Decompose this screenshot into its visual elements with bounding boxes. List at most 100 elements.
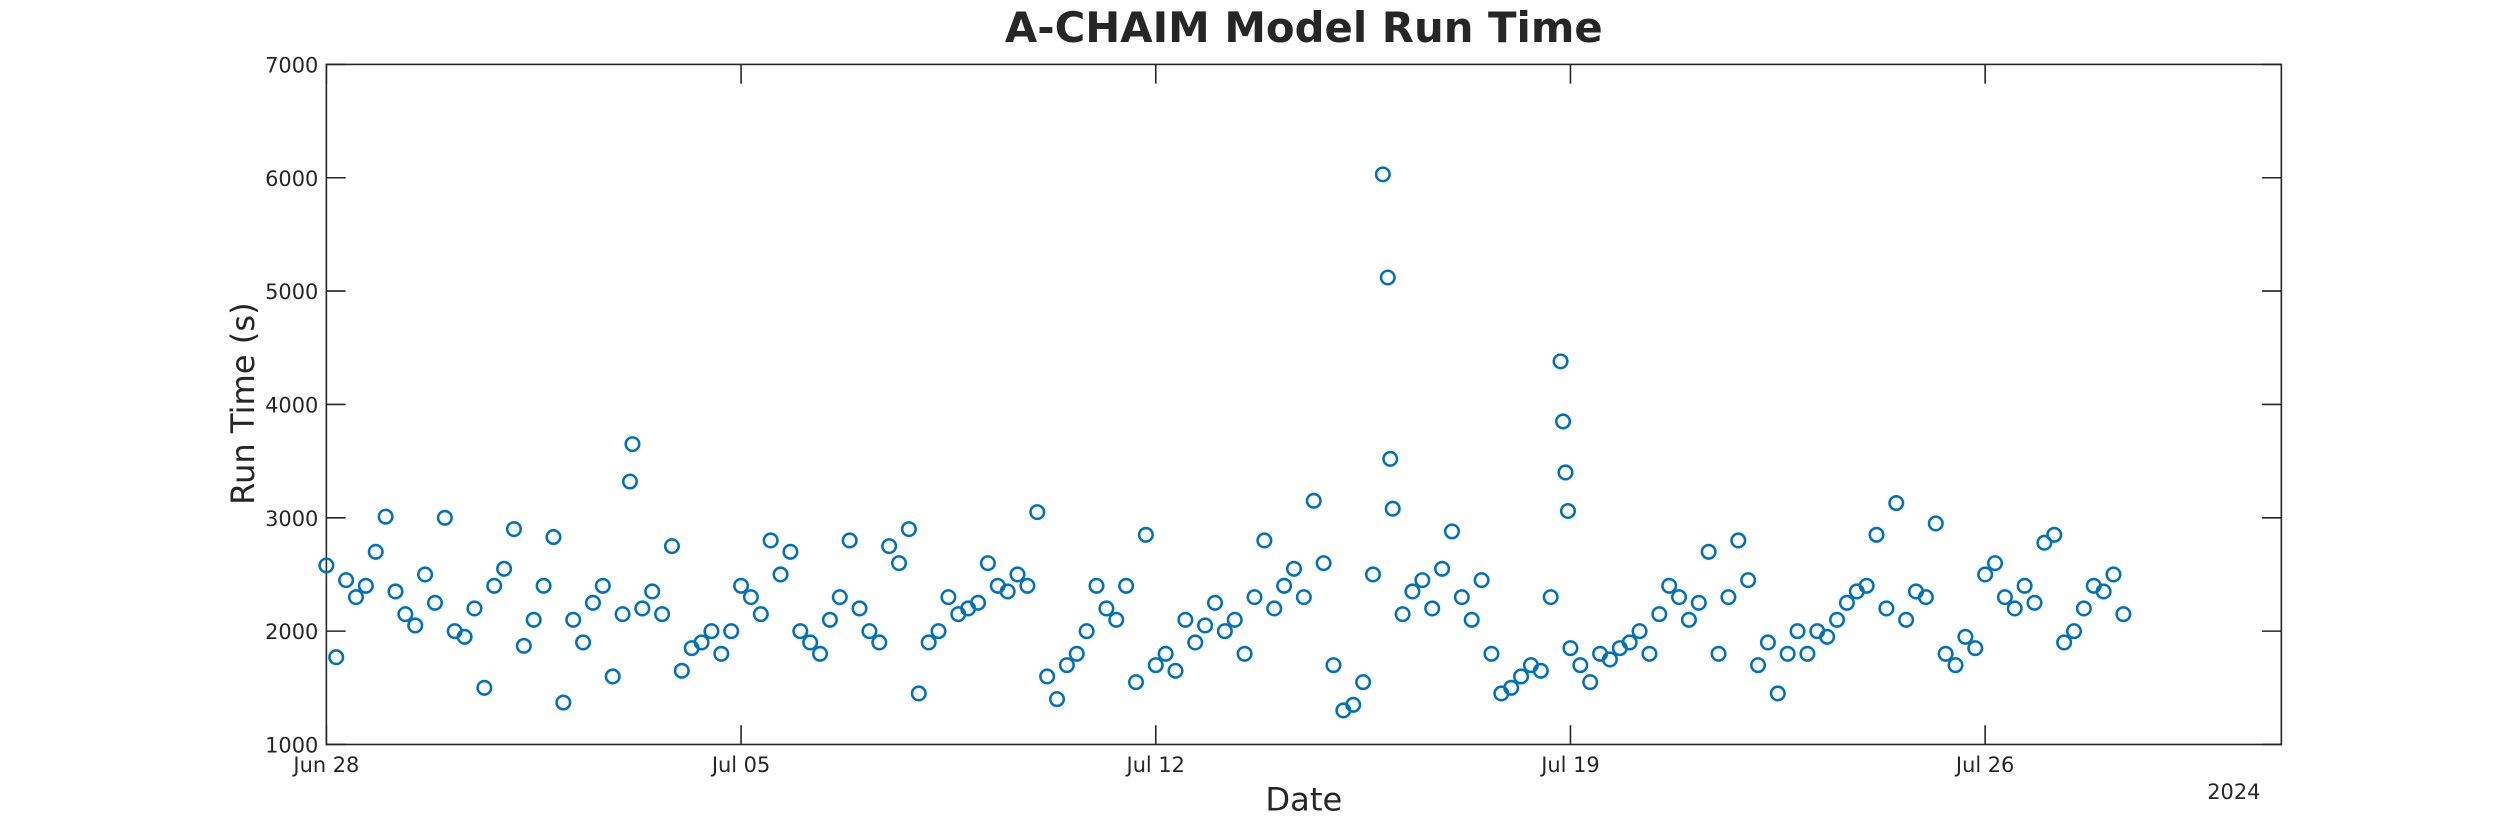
point xyxy=(1088,577,1105,594)
point xyxy=(1197,617,1214,634)
point xyxy=(2026,594,2043,611)
point xyxy=(1256,532,1273,549)
point xyxy=(1750,657,1767,674)
point xyxy=(1532,662,1549,679)
point xyxy=(535,577,552,594)
point xyxy=(1127,674,1145,691)
y-tick-label: 1000 xyxy=(265,734,318,758)
point xyxy=(1108,611,1125,628)
point xyxy=(891,555,908,572)
point xyxy=(654,606,671,623)
point xyxy=(802,634,819,651)
point xyxy=(1557,464,1574,481)
point xyxy=(1631,623,1648,640)
x-tick-label: Jul 19 xyxy=(1539,753,1599,777)
point xyxy=(1177,611,1194,628)
point xyxy=(1858,577,1875,594)
point xyxy=(466,600,483,617)
point xyxy=(417,566,434,583)
point xyxy=(555,694,572,711)
point xyxy=(1118,577,1135,594)
y-tick-label: 6000 xyxy=(265,167,318,191)
point xyxy=(1789,623,1806,640)
point xyxy=(1453,589,1470,606)
point xyxy=(851,600,868,617)
y-axis-label: Run Time (s) xyxy=(224,302,262,505)
point xyxy=(821,611,838,628)
point xyxy=(565,611,582,628)
point xyxy=(861,623,878,640)
point xyxy=(357,577,374,594)
point xyxy=(604,668,621,685)
point xyxy=(2105,566,2122,583)
point xyxy=(1927,515,1944,532)
point xyxy=(920,634,937,651)
point xyxy=(1888,495,1905,512)
point xyxy=(792,623,809,640)
point xyxy=(1147,657,1164,674)
point xyxy=(436,509,453,526)
y-tick-label: 4000 xyxy=(265,393,318,417)
point xyxy=(1542,589,1559,606)
point xyxy=(881,538,898,555)
point xyxy=(1424,600,1441,617)
point xyxy=(1443,523,1461,540)
point xyxy=(1559,502,1577,520)
point xyxy=(703,623,720,640)
point xyxy=(762,532,779,549)
point xyxy=(426,594,444,611)
point xyxy=(1503,679,1520,696)
point xyxy=(456,628,473,645)
point xyxy=(1029,504,1046,521)
point xyxy=(1937,645,1954,662)
point xyxy=(663,538,680,555)
point xyxy=(752,606,769,623)
point xyxy=(1345,696,1362,713)
point xyxy=(377,508,394,525)
point xyxy=(1898,611,1915,628)
point xyxy=(2056,634,2073,651)
point xyxy=(979,555,996,572)
point xyxy=(1779,645,1796,662)
point xyxy=(723,623,740,640)
point xyxy=(1098,600,1115,617)
point xyxy=(1661,577,1678,594)
point xyxy=(1601,651,1618,668)
point xyxy=(782,543,799,560)
x-secondary-label: 2024 xyxy=(2207,780,2260,804)
point xyxy=(1878,600,1895,617)
point xyxy=(594,577,611,594)
point xyxy=(772,566,789,583)
point xyxy=(367,543,384,560)
point xyxy=(1157,645,1174,662)
point xyxy=(1819,628,1836,645)
point xyxy=(1295,589,1312,606)
point xyxy=(1838,594,1855,611)
point xyxy=(1216,623,1233,640)
point xyxy=(505,521,523,538)
point xyxy=(1671,589,1688,606)
point xyxy=(515,637,532,654)
y-tick-label: 7000 xyxy=(265,53,318,77)
point xyxy=(634,600,651,617)
point xyxy=(338,572,355,589)
point xyxy=(1828,611,1846,628)
point xyxy=(1019,577,1036,594)
point xyxy=(545,529,562,546)
point xyxy=(1986,555,2004,572)
point xyxy=(1552,353,1569,370)
point xyxy=(1680,611,1697,628)
point xyxy=(2046,526,2063,543)
chart-title: A-CHAIM Model Run Time xyxy=(1005,3,1603,52)
point xyxy=(347,589,365,606)
point xyxy=(713,645,730,662)
point xyxy=(1414,572,1431,589)
point xyxy=(1769,685,1786,702)
point xyxy=(1355,674,1372,691)
x-tick-label: Jun 28 xyxy=(291,753,359,777)
point xyxy=(1996,589,2013,606)
point xyxy=(940,589,957,606)
point xyxy=(1720,589,1737,606)
point xyxy=(1759,634,1776,651)
point xyxy=(1384,500,1401,517)
